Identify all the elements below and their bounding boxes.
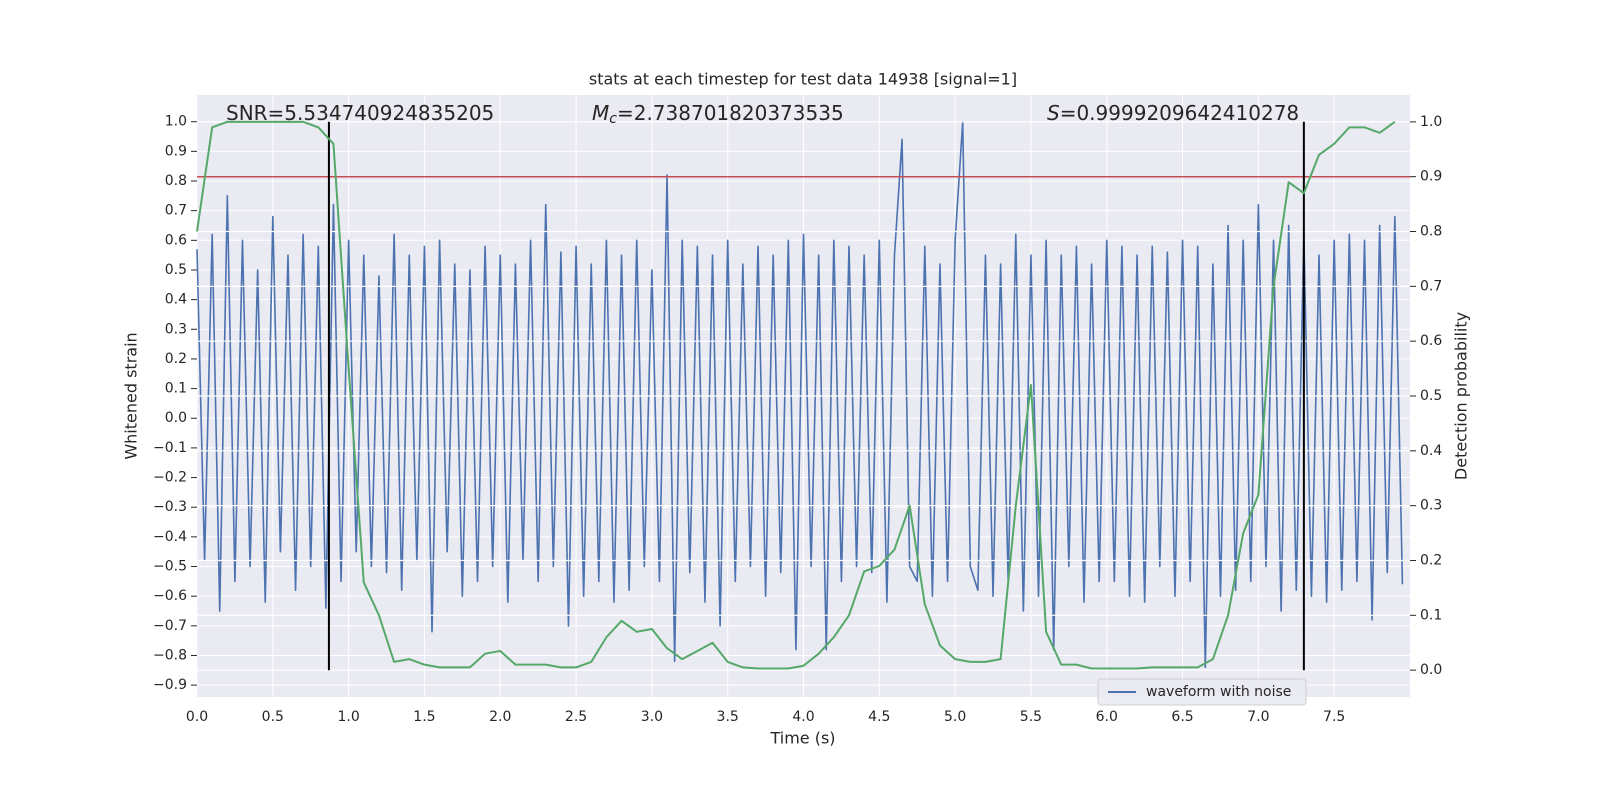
- y2-axis-label: Detection probability: [1452, 312, 1471, 480]
- x-tick-label: 2.0: [489, 709, 511, 725]
- line-series: [196, 120, 1396, 670]
- y2-tick-label: 0.4: [1420, 443, 1442, 459]
- annotation: Mc=2.738701820373535: [592, 101, 844, 128]
- chart-title: stats at each timestep for test data 149…: [589, 70, 1017, 89]
- y-tick-label: 0.8: [165, 173, 187, 189]
- x-tick-label: 4.0: [792, 709, 814, 725]
- x-tick-label: 3.5: [717, 709, 739, 725]
- y2-tick-label: 0.2: [1420, 552, 1442, 568]
- y2-tick-label: 1.0: [1420, 114, 1442, 130]
- x-tick-label: 5.0: [944, 709, 966, 725]
- x-tick-label: 7.5: [1323, 709, 1345, 725]
- x-tick-label: 4.5: [868, 709, 890, 725]
- annotation: SNR=5.534740924835205: [226, 101, 494, 125]
- y-tick-label: 0.1: [165, 381, 187, 397]
- legend-box: [1097, 678, 1307, 706]
- line-series: [196, 120, 1404, 669]
- y-tick-label: −0.1: [153, 440, 187, 456]
- y2-tick-label: 0.8: [1420, 224, 1442, 240]
- y2-tick-label: 0.5: [1420, 388, 1442, 404]
- annotation: S=0.9999209642410278: [1047, 101, 1299, 125]
- y2-tick-label: 0.6: [1420, 333, 1442, 349]
- y-tick-label: −0.7: [153, 618, 187, 634]
- x-tick-label: 3.0: [641, 709, 663, 725]
- y-tick-label: 0.5: [165, 262, 187, 278]
- y-tick-label: −0.6: [153, 588, 187, 604]
- annotation-subscript: c: [609, 111, 617, 127]
- x-tick-label: 1.0: [337, 709, 359, 725]
- x-tick-label: 5.5: [1020, 709, 1042, 725]
- y-tick-label: −0.8: [153, 647, 187, 663]
- y2-tick-label: 0.7: [1420, 278, 1442, 294]
- y2-tick-label: 0.0: [1420, 662, 1442, 678]
- y-tick-label: −0.2: [153, 470, 187, 486]
- x-tick-label: 6.0: [1096, 709, 1118, 725]
- legend-label: waveform with noise: [1146, 684, 1291, 700]
- annotation-symbol: M: [592, 101, 609, 125]
- y-tick-label: 0.3: [165, 321, 187, 337]
- y-tick-label: −0.5: [153, 559, 187, 575]
- x-tick-label: 6.5: [1171, 709, 1193, 725]
- y-tick-label: −0.3: [153, 499, 187, 515]
- y-tick-label: 0.4: [165, 292, 187, 308]
- annotation-text: SNR=5.534740924835205: [226, 101, 494, 125]
- annotation-symbol: S: [1047, 101, 1060, 125]
- y-tick-label: 0.2: [165, 351, 187, 367]
- x-axis-label: Time (s): [769, 729, 835, 748]
- x-tick-label: 0.5: [262, 709, 284, 725]
- x-tick-label: 0.0: [186, 709, 208, 725]
- annotation-text: =0.9999209642410278: [1060, 101, 1299, 125]
- y-tick-label: −0.9: [153, 677, 187, 693]
- annotation-text: =2.738701820373535: [617, 101, 844, 125]
- x-tick-label: 1.5: [413, 709, 435, 725]
- y2-tick-label: 0.3: [1420, 498, 1442, 514]
- y2-tick-label: 0.1: [1420, 607, 1442, 623]
- y2-tick-label: 0.9: [1420, 169, 1442, 185]
- y-tick-label: −0.4: [153, 529, 187, 545]
- y-tick-label: 0.6: [165, 232, 187, 248]
- y-axis-label: Whitened strain: [122, 332, 141, 459]
- x-tick-label: 7.0: [1247, 709, 1269, 725]
- x-tick-label: 2.5: [565, 709, 587, 725]
- y-tick-label: 1.0: [165, 114, 187, 130]
- y-tick-label: 0.9: [165, 143, 187, 159]
- y-tick-label: 0.0: [165, 410, 187, 426]
- y-tick-label: 0.7: [165, 203, 187, 219]
